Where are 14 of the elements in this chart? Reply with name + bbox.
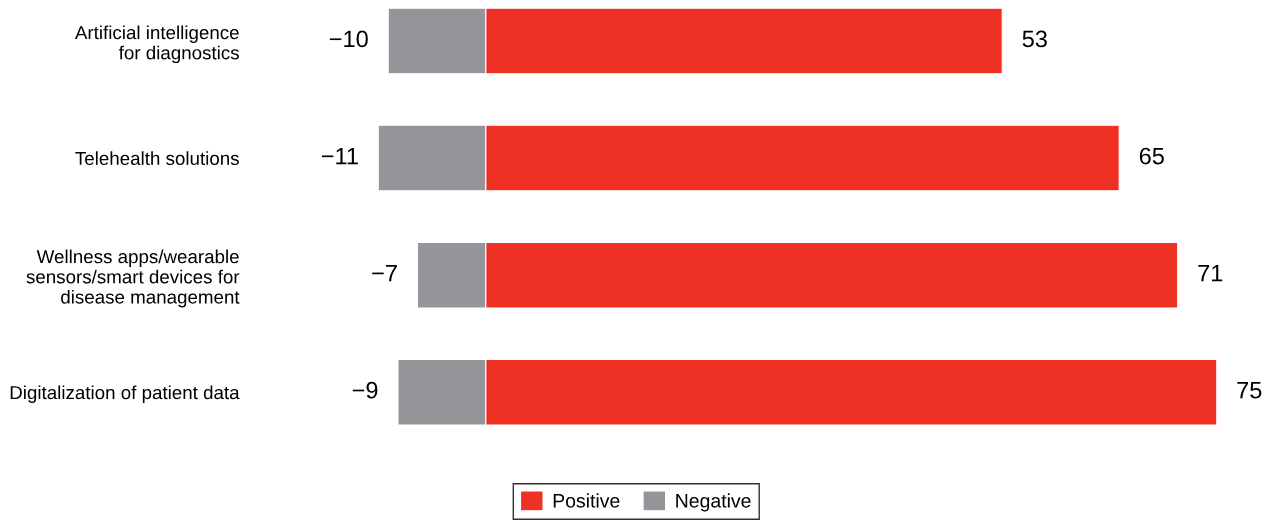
legend-label: Positive: [553, 493, 620, 508]
data-label: −11: [321, 147, 358, 165]
data-label: 53: [1022, 30, 1047, 48]
data-label: 75: [1237, 382, 1262, 399]
y-tick-label: Artificial intelligence for diagnostics: [74, 25, 239, 64]
y-tick-label: Telehealth solutions: [75, 151, 239, 166]
data-label: 65: [1139, 147, 1164, 165]
y-tick-label: Wellness apps/wearable sensors/smart devices for disease management: [26, 249, 240, 308]
data-label: −10: [329, 30, 368, 48]
y-tick-label: Digitalization of patient data: [10, 385, 240, 403]
data-label: −9: [352, 381, 378, 399]
legend-label: Negative: [676, 493, 751, 512]
data-label: −7: [372, 265, 397, 282]
data-label: 71: [1198, 265, 1223, 282]
